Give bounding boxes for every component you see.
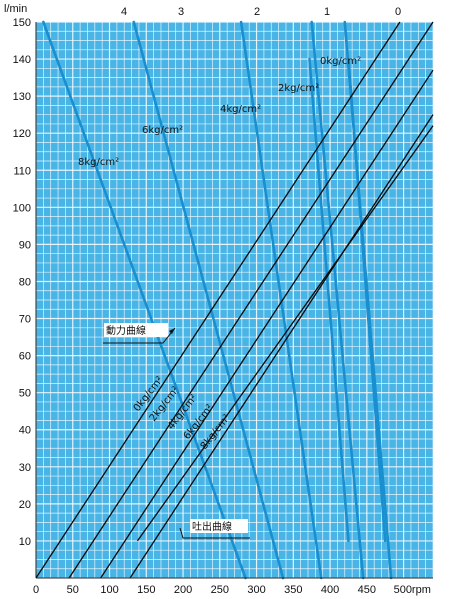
x-tick-label: 100 [100,584,118,596]
y-tick-label: 60 [19,351,31,363]
y-tick-label: 120 [13,128,31,140]
discharge-curve-line-4 [136,125,434,542]
power-curves [42,20,393,580]
power-curve-line-3 [132,20,285,580]
power-label-6: 6kg/cm² [142,125,183,136]
discharge-curve-line-3 [129,114,434,579]
axes: 0 50 100 150 200 250 300 350 400 450 500rpm1020304… [13,6,433,596]
x-tick-label: 300 [247,584,265,596]
x-tick-label: 0 [33,584,39,596]
y-tick-label: 80 [19,276,31,288]
power-label-2: 2kg/cm² [278,83,319,94]
power-curve-line-1 [308,57,350,543]
y-tick-label: 30 [19,462,31,474]
discharge-curve-line-2 [100,69,434,579]
x-tick-label: 450 [358,584,376,596]
power-annotation: 動力曲線 [106,324,146,337]
x-tick-label: 250 [211,584,229,596]
power-curve-line-4 [42,20,247,580]
x-tick-label: 200 [174,584,192,596]
power-label-0: 0kg/cm² [320,56,361,67]
power-label-4: 4kg/cm² [220,104,261,115]
top-tick-label: 3 [178,6,184,18]
discharge-curve-line-1 [68,21,434,579]
x-tick-label: 400 [321,584,339,596]
y-tick-label: 40 [19,425,31,437]
y-tick-label: 130 [13,91,31,103]
discharge-annotation-arrow [179,527,250,539]
y-tick-label: 150 [13,17,31,29]
y-tick-label: 70 [19,314,31,326]
discharge-curve-line-0 [35,21,401,579]
discharge-annotation-bg [190,519,248,533]
top-tick-label: 4 [121,6,127,18]
power-curve-line-2 [239,20,323,580]
y-tick-label: 100 [13,202,31,214]
y-tick-label: 20 [19,499,31,511]
y-tick-label: 110 [13,165,31,177]
power-label-8: 8kg/cm² [78,157,119,168]
top-tick-label: 0 [395,6,401,18]
y-tick-label: 50 [19,388,31,400]
power-annotation-bg [104,323,168,337]
y-axis-unit-label: l/min [4,3,27,15]
y-tick-label: 140 [13,54,31,66]
power-curve-line-5 [343,20,393,580]
y-tick-label: 90 [19,239,31,251]
power-annotation-arrowhead [169,328,175,334]
y-tick-label: 10 [19,536,31,548]
power-curve-line-6 [310,20,365,580]
x-tick-label: 500rpm [394,584,431,596]
discharge-curves [35,21,434,579]
x-tick-label: 150 [137,584,155,596]
x-tick-label: 50 [67,584,79,596]
x-tick-label: 350 [284,584,302,596]
grid [35,21,434,579]
discharge-annotation: 吐出曲線 [192,520,232,533]
top-tick-label: 1 [324,6,330,18]
top-tick-label: 2 [254,6,260,18]
